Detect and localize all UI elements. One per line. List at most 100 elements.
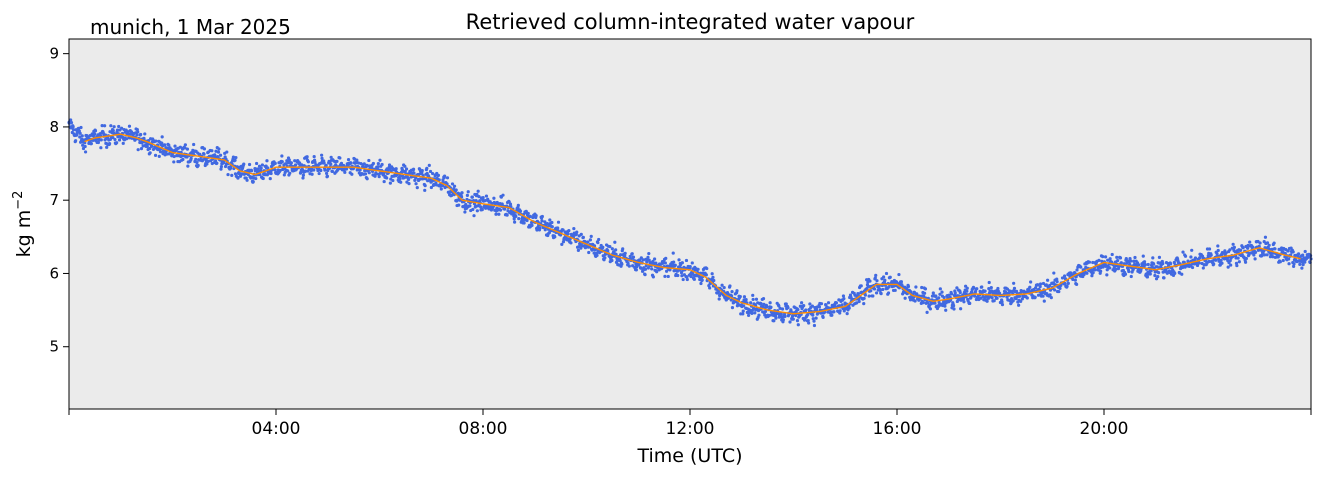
raw-data-point <box>376 162 380 166</box>
raw-data-point <box>71 128 76 132</box>
raw-data-point <box>343 170 347 174</box>
raw-data-point <box>466 190 470 194</box>
raw-data-point <box>1093 268 1097 272</box>
raw-data-point <box>1019 299 1023 304</box>
raw-data-point <box>1286 249 1290 253</box>
raw-data-point <box>346 158 351 162</box>
raw-data-point <box>111 128 115 133</box>
raw-data-point <box>874 291 879 295</box>
raw-data-point <box>1262 249 1266 253</box>
raw-data-point <box>774 316 778 320</box>
raw-data-point <box>791 317 795 321</box>
raw-data-point <box>121 141 125 145</box>
raw-data-point <box>358 168 362 172</box>
raw-data-point <box>425 166 429 171</box>
raw-data-point <box>933 301 937 305</box>
raw-data-point <box>83 144 87 149</box>
raw-data-point <box>231 155 236 159</box>
raw-data-point <box>1141 254 1145 258</box>
raw-data-point <box>614 252 618 257</box>
raw-data-point <box>455 198 460 202</box>
raw-data-point <box>1139 269 1143 273</box>
raw-data-point <box>1145 275 1150 279</box>
raw-data-point <box>305 155 309 159</box>
raw-data-point <box>472 214 476 218</box>
raw-data-point <box>202 147 207 151</box>
raw-data-point <box>1060 276 1065 280</box>
raw-data-point <box>747 313 751 318</box>
raw-data-point <box>730 294 734 298</box>
raw-data-point <box>887 285 891 289</box>
raw-data-point <box>460 191 464 195</box>
raw-data-point <box>513 220 517 224</box>
raw-data-point <box>1151 256 1155 260</box>
raw-data-point <box>1000 300 1004 304</box>
raw-data-point <box>1123 272 1128 276</box>
raw-data-point <box>235 165 239 169</box>
raw-data-point <box>1131 267 1135 271</box>
raw-data-point <box>363 172 368 176</box>
raw-data-point <box>768 301 772 305</box>
raw-data-point <box>619 253 623 257</box>
raw-data-point <box>1036 283 1040 287</box>
raw-data-point <box>1036 293 1041 297</box>
raw-data-point <box>1079 265 1083 269</box>
raw-data-point <box>1190 262 1194 266</box>
raw-data-point <box>997 291 1002 295</box>
x-tick-label: 08:00 <box>459 419 508 439</box>
raw-data-point <box>811 313 815 317</box>
raw-data-point <box>639 266 643 270</box>
raw-data-point <box>1212 262 1216 266</box>
raw-data-point <box>301 176 305 180</box>
raw-data-point <box>857 299 861 304</box>
raw-data-point <box>181 157 185 162</box>
y-tick-label: 7 <box>49 191 59 209</box>
raw-data-point <box>219 164 223 169</box>
raw-data-point <box>925 310 929 314</box>
raw-data-point <box>288 171 292 175</box>
raw-data-point <box>1281 258 1285 263</box>
x-tick-label: 12:00 <box>666 419 715 439</box>
raw-data-point <box>1172 260 1176 265</box>
raw-data-point <box>324 163 328 167</box>
raw-data-point <box>103 124 107 128</box>
raw-data-point <box>1173 271 1177 275</box>
raw-data-point <box>538 226 542 230</box>
raw-data-point <box>671 251 675 255</box>
raw-data-point <box>1053 288 1057 292</box>
raw-data-point <box>673 263 677 267</box>
raw-data-point <box>804 308 808 312</box>
raw-data-point <box>418 177 422 181</box>
raw-data-point <box>952 307 956 311</box>
raw-data-point <box>944 301 948 305</box>
raw-data-point <box>641 258 646 262</box>
raw-data-point <box>93 132 97 136</box>
raw-data-point <box>596 241 600 245</box>
raw-data-point <box>690 261 694 265</box>
raw-data-point <box>627 264 631 268</box>
raw-data-point <box>579 232 583 236</box>
raw-data-point <box>704 273 708 277</box>
raw-data-point <box>1215 252 1219 256</box>
raw-data-point <box>323 168 327 172</box>
raw-data-point <box>129 132 133 136</box>
raw-data-point <box>398 174 402 178</box>
raw-data-point <box>859 284 863 288</box>
raw-data-point <box>940 290 944 294</box>
raw-data-point <box>1011 299 1015 303</box>
raw-data-point <box>463 210 467 214</box>
raw-data-point <box>1246 246 1250 250</box>
raw-data-point <box>310 172 314 176</box>
raw-data-point <box>830 313 834 317</box>
raw-data-point <box>763 309 768 314</box>
raw-data-point <box>730 306 735 310</box>
chart-title: Retrieved column-integrated water vapour <box>466 10 915 34</box>
raw-data-point <box>589 234 593 238</box>
raw-data-point <box>980 285 984 289</box>
raw-data-point <box>826 301 831 305</box>
raw-data-point <box>420 169 424 173</box>
raw-data-point <box>665 269 669 273</box>
raw-data-point <box>427 163 431 167</box>
raw-data-point <box>1258 241 1262 245</box>
raw-data-point <box>99 138 103 142</box>
